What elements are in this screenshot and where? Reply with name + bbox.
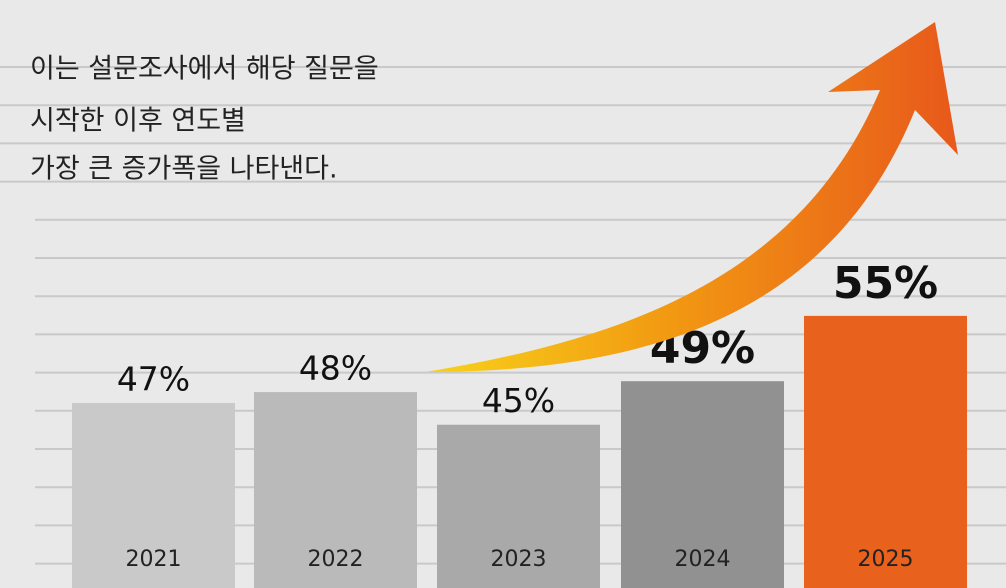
annotation: 이는 설문조사에서 해당 질문을 시작한 이후 연도별 가장 큰 증가폭을 나타… [30,54,379,185]
annotation-line: 시작한 이후 연도별 [30,106,246,137]
value-label: 47% [117,359,190,398]
x-tick-label: 2025 [858,547,914,572]
x-tick-label: 2021 [126,547,182,572]
bar [254,392,417,588]
bar [437,424,600,588]
bar [621,381,784,588]
annotation-line: 이는 설문조사에서 해당 질문을 [30,54,379,85]
x-tick-label: 2024 [675,547,731,572]
x-tick-label: 2022 [308,547,364,572]
value-label: 48% [299,349,372,388]
bar [72,402,235,588]
trend-arrow [425,22,958,372]
annotation-line: 가장 큰 증가폭을 나타낸다. [30,154,338,185]
value-label: 55% [833,258,938,309]
value-label: 45% [482,381,555,420]
bar [804,315,967,588]
x-tick-label: 2023 [491,547,547,572]
